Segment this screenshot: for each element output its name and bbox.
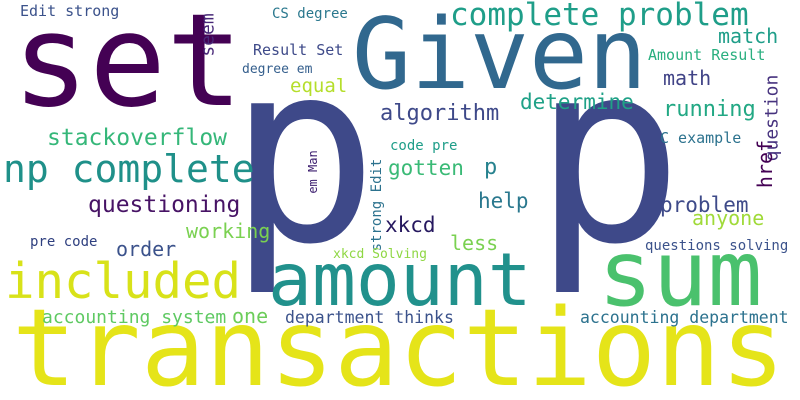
word: accounting department <box>580 308 789 327</box>
word: stackoverflow <box>47 125 227 151</box>
word: code pre <box>390 138 457 154</box>
word: p <box>533 8 684 299</box>
word: algorithm <box>380 101 499 126</box>
word: order <box>116 237 176 261</box>
word: one <box>232 304 268 328</box>
word: Result Set <box>253 41 343 59</box>
word: CS degree <box>272 6 348 22</box>
word: Amount Result <box>648 46 765 64</box>
word: working <box>186 219 270 243</box>
word: pre code <box>30 234 97 250</box>
word: sum <box>598 222 762 327</box>
word: department thinks <box>285 308 454 327</box>
word: question <box>762 75 783 162</box>
word: match <box>718 24 778 48</box>
word: Given <box>352 0 647 112</box>
word: included <box>5 253 241 310</box>
word: problem <box>660 193 749 217</box>
word: help <box>478 189 529 213</box>
word: running <box>663 97 756 122</box>
word: equal <box>290 75 347 97</box>
word: gotten <box>388 156 464 180</box>
word: Edit strong <box>20 2 119 20</box>
word: strong Edit <box>369 159 385 252</box>
word: degree em <box>242 62 313 77</box>
word: seem <box>198 13 219 56</box>
word: p <box>228 8 379 299</box>
word: np complete <box>3 147 255 191</box>
word: complete problem <box>450 0 749 33</box>
word: transactions <box>12 287 785 400</box>
word: questions solving <box>645 238 788 254</box>
word: C example <box>660 129 741 147</box>
word: anyone <box>692 206 764 230</box>
word: href <box>753 140 777 188</box>
word: math <box>663 66 711 90</box>
word: p <box>484 155 497 180</box>
word: less <box>450 231 498 255</box>
word: xkcd <box>385 213 436 237</box>
word: determine <box>520 90 634 114</box>
word: questioning <box>88 192 240 218</box>
word: xkcd Solving <box>333 247 427 262</box>
word: em Man <box>306 150 320 193</box>
word: accounting system <box>42 307 226 328</box>
word: set <box>12 0 243 136</box>
word: amount <box>268 238 532 323</box>
